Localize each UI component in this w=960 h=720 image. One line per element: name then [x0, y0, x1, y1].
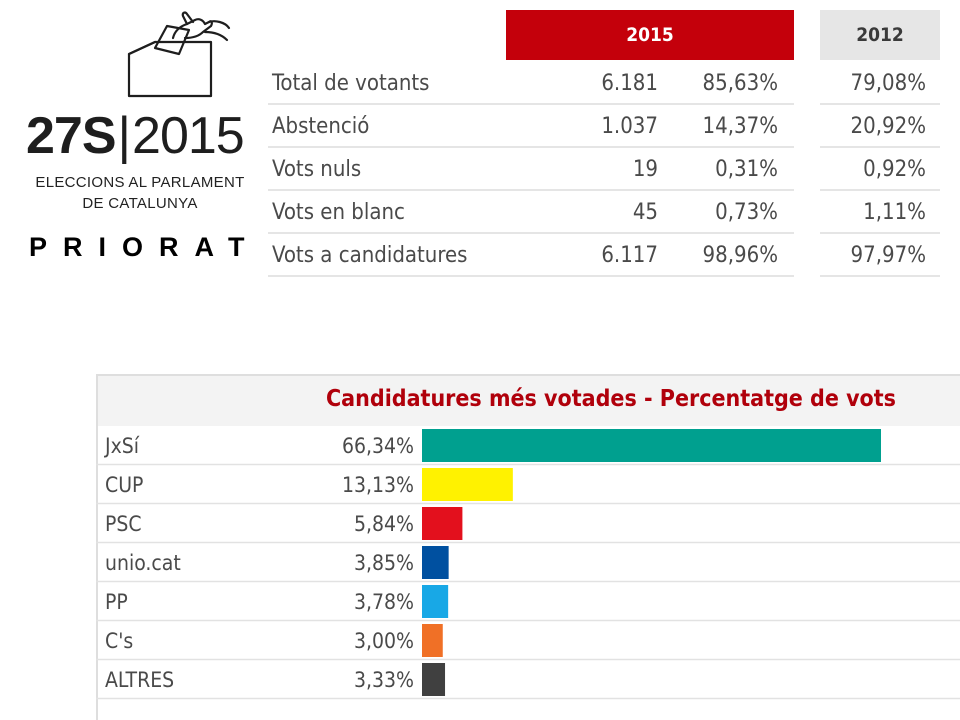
row-divider: [820, 146, 940, 148]
row-divider: [820, 189, 940, 191]
pct-2012: 79,08%: [850, 71, 926, 96]
turnout-row: Vots en blanc 45 0,73% 1,11%: [268, 191, 948, 234]
pct-2015: 0,31%: [715, 157, 778, 182]
turnout-row: Abstenció 1.037 14,37% 20,92%: [268, 105, 948, 148]
region-name: PRIORAT: [29, 232, 261, 262]
row-divider: [268, 275, 794, 277]
bar-psc: [422, 507, 463, 540]
subtitle-line-1: ELECCIONS AL PARLAMENT: [35, 174, 245, 191]
value-label: 3,00%: [354, 629, 414, 653]
bar-c-s: [422, 624, 443, 657]
row-divider: [268, 146, 794, 148]
header-2012: 2012: [820, 10, 940, 60]
value-label: 3,33%: [354, 668, 414, 692]
bar-jxs-: [422, 429, 881, 462]
election-code: 27S|2015: [26, 106, 266, 166]
category-label: PSC: [105, 512, 142, 536]
value-label: 3,78%: [354, 590, 414, 614]
category-label: PP: [105, 590, 128, 614]
vote-count: 45: [632, 200, 658, 225]
value-label: 5,84%: [354, 512, 414, 536]
value-label: 13,13%: [342, 473, 414, 497]
header-2015: 2015: [506, 10, 794, 60]
bar-chart-svg: JxSí 66,34% CUP 13,13% PSC 5,84% unio.cat 3,85%…: [96, 426, 960, 720]
category-label: CUP: [105, 473, 143, 497]
pct-2015: 85,63%: [702, 71, 778, 96]
pct-2012: 0,92%: [863, 157, 926, 182]
vote-count: 1.037: [601, 114, 658, 139]
election-subtitle: ELECCIONS AL PARLAMENT DE CATALUNYA: [20, 172, 260, 214]
row-divider: [820, 275, 940, 277]
vote-count: 6.117: [601, 243, 658, 268]
row-label: Vots en blanc: [272, 200, 405, 225]
bar-altres: [422, 663, 446, 696]
pct-2012: 20,92%: [850, 114, 926, 139]
vote-count: 19: [632, 157, 658, 182]
pct-2015: 0,73%: [715, 200, 778, 225]
row-label: Vots a candidatures: [272, 243, 468, 268]
category-label: JxSí: [104, 434, 140, 458]
category-label: ALTRES: [105, 668, 174, 692]
pct-2015: 98,96%: [702, 243, 778, 268]
chart-title: Candidatures més votades - Percentatge d…: [326, 386, 896, 412]
chart-header: Candidatures més votades - Percentatge d…: [96, 374, 960, 426]
row-label: Abstenció: [272, 114, 370, 139]
value-label: 66,34%: [342, 434, 414, 458]
category-label: unio.cat: [105, 551, 181, 575]
pct-2015: 14,37%: [702, 114, 778, 139]
logo-separator: |: [117, 107, 131, 165]
row-divider: [268, 189, 794, 191]
turnout-table: 2015 2012 Total de votants 6.181 85,63% 79,…: [268, 10, 948, 280]
results-chart: Candidatures més votades - Percentatge d…: [96, 374, 960, 720]
pct-2012: 97,97%: [850, 243, 926, 268]
election-logo: 27S|2015 ELECCIONS AL PARLAMENT DE CATAL…: [20, 8, 265, 268]
row-divider: [268, 103, 794, 105]
bar-unio-cat: [422, 546, 449, 579]
turnout-row: Vots a candidatures 6.117 98,96% 97,97%: [268, 234, 948, 277]
date-code: 27S: [26, 107, 117, 165]
row-label: Vots nuls: [272, 157, 362, 182]
value-label: 3,85%: [354, 551, 414, 575]
turnout-row: Total de votants 6.181 85,63% 79,08%: [268, 62, 948, 105]
bar-cup: [422, 468, 513, 501]
category-label: C's: [105, 629, 133, 653]
row-divider: [820, 103, 940, 105]
pct-2012: 1,11%: [863, 200, 926, 225]
turnout-row: Vots nuls 19 0,31% 0,92%: [268, 148, 948, 191]
vote-count: 6.181: [601, 71, 658, 96]
election-year: 2015: [132, 107, 245, 165]
row-divider: [268, 232, 794, 234]
row-label: Total de votants: [272, 71, 430, 96]
subtitle-line-2: DE CATALUNYA: [82, 195, 198, 212]
row-divider: [820, 232, 940, 234]
bar-pp: [422, 585, 449, 618]
ballot-box-hand-icon: [127, 11, 231, 98]
